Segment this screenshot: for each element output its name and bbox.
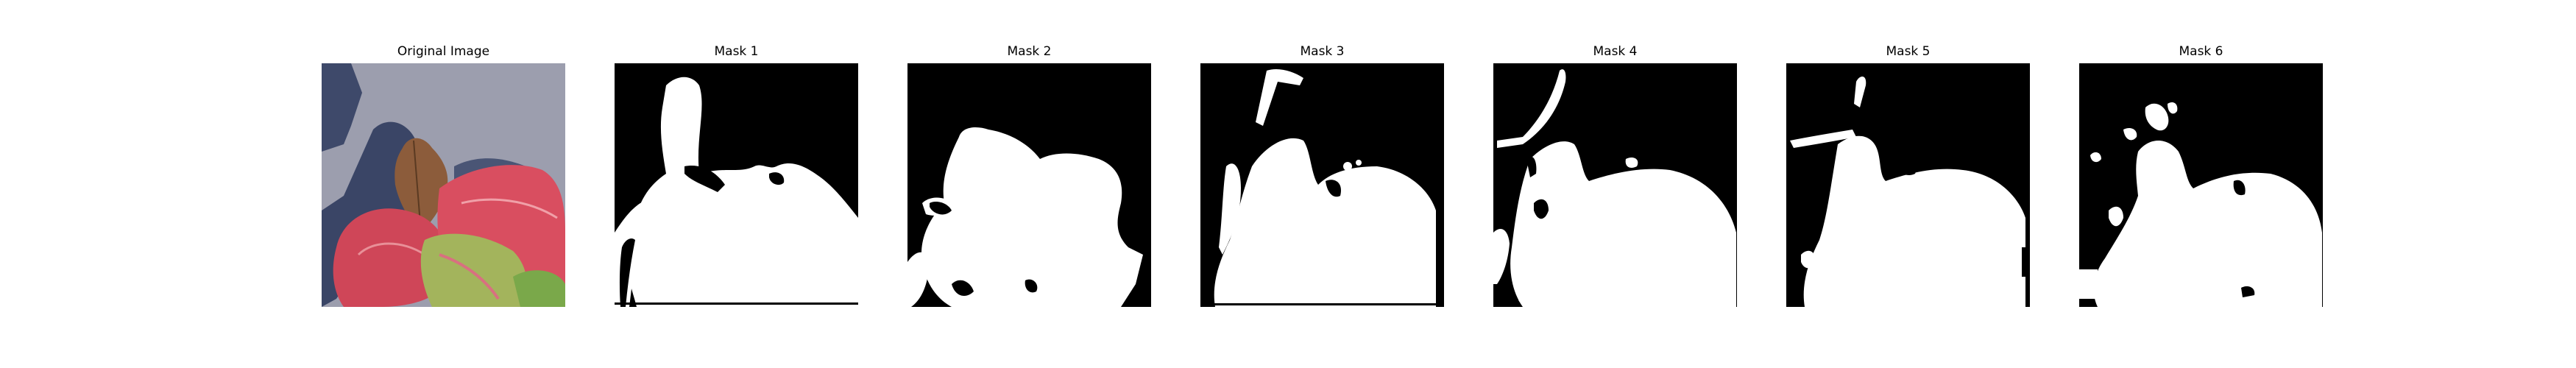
mask-4 <box>1493 63 1737 307</box>
mask-4-panel: Mask 4 <box>1493 44 1737 309</box>
original-image-photo <box>322 63 565 307</box>
mask-5-panel: Mask 5 <box>1786 44 2030 309</box>
panel-title: Mask 2 <box>1007 44 1052 59</box>
mask-5 <box>1786 63 2030 307</box>
mask-2-panel: Mask 2 <box>907 44 1151 309</box>
mask-3-panel: Mask 3 <box>1200 44 1444 309</box>
mask-5-image <box>1786 63 2030 307</box>
mask-1-image <box>615 63 858 307</box>
panel-title: Mask 5 <box>1886 44 1931 59</box>
panel-title: Mask 3 <box>1300 44 1345 59</box>
mask-1 <box>615 63 858 307</box>
mask-2 <box>907 63 1151 307</box>
mask-3-image <box>1200 63 1444 307</box>
panel-title: Mask 6 <box>2179 44 2223 59</box>
mask-3 <box>1200 63 1444 307</box>
panel-title: Original Image <box>397 44 490 59</box>
original-image-panel: Original Image <box>322 44 565 309</box>
mask-2-image <box>907 63 1151 307</box>
original-image <box>322 63 565 307</box>
mask-6-image <box>2079 63 2323 307</box>
mask-6 <box>2079 63 2323 307</box>
mask-1-panel: Mask 1 <box>615 44 858 309</box>
mask-6-panel: Mask 6 <box>2079 44 2323 309</box>
panel-title: Mask 4 <box>1593 44 1638 59</box>
mask-4-image <box>1493 63 1737 307</box>
panel-title: Mask 1 <box>714 44 759 59</box>
